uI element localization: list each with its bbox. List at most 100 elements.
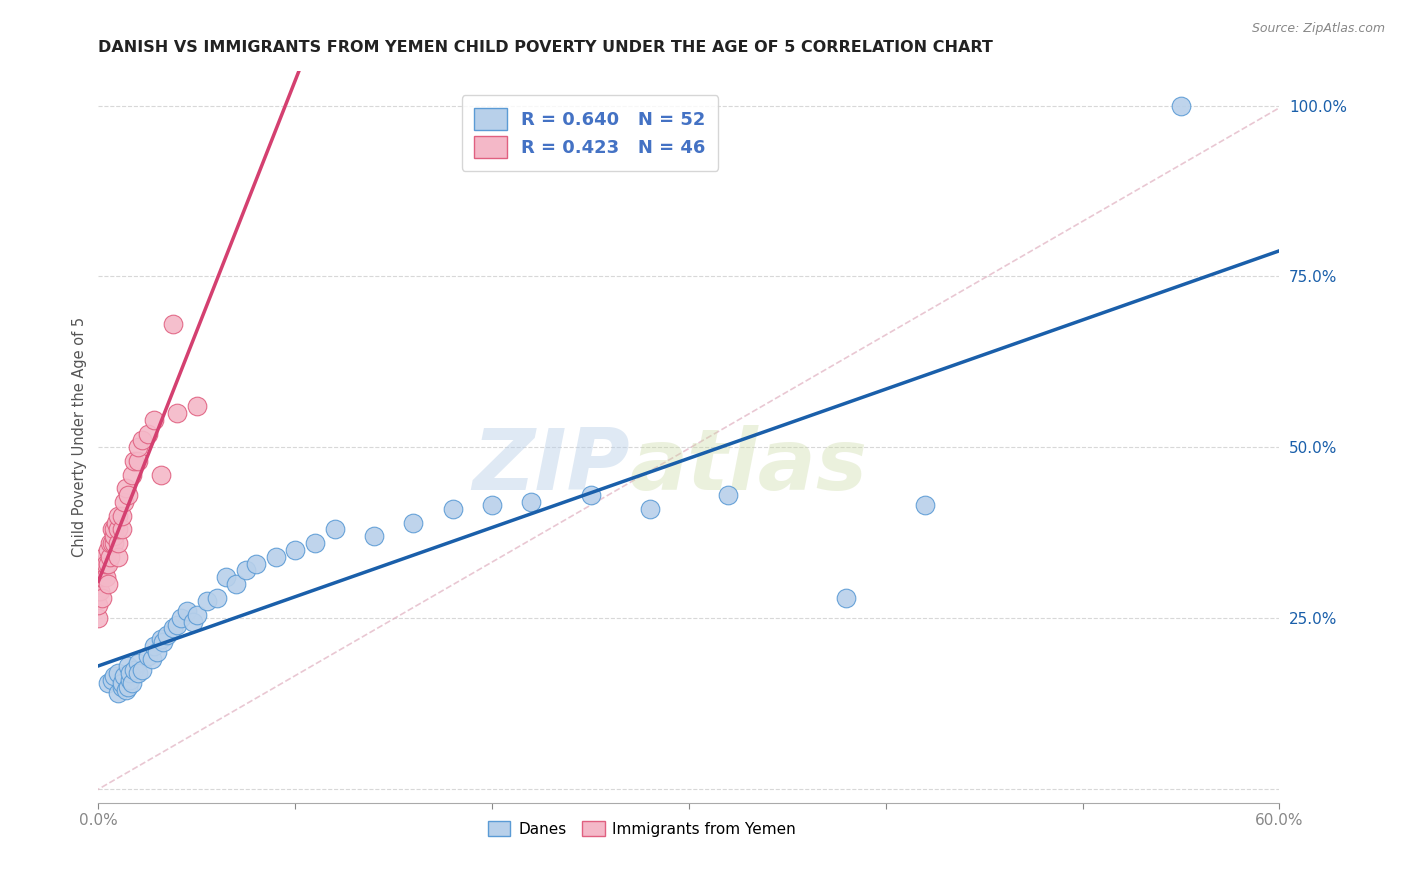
Point [107, 508, 129, 523]
Point [264, 549, 287, 564]
Point [205, 591, 228, 605]
Point [215, 570, 238, 584]
Point [91, 591, 114, 605]
Point [481, 499, 503, 513]
Point [115, 683, 138, 698]
Point [304, 536, 326, 550]
Point [127, 454, 149, 468]
Point [284, 542, 307, 557]
Point [105, 516, 128, 530]
Y-axis label: Child Poverty Under the Age of 5: Child Poverty Under the Age of 5 [72, 317, 87, 558]
Point [107, 686, 129, 700]
Point [579, 488, 602, 502]
Point [186, 607, 208, 622]
Point [91, 570, 114, 584]
Point [150, 467, 173, 482]
Point [121, 676, 143, 690]
Point [162, 622, 184, 636]
Point [520, 495, 543, 509]
Point [87, 583, 110, 598]
Point [142, 639, 165, 653]
Point [97, 542, 120, 557]
Point [101, 673, 124, 687]
Point [127, 440, 149, 454]
Point [195, 594, 218, 608]
Point [98, 536, 121, 550]
Point [117, 488, 139, 502]
Point [141, 652, 163, 666]
Point [150, 632, 173, 646]
Point [235, 563, 257, 577]
Point [112, 669, 135, 683]
Point [101, 522, 124, 536]
Point [87, 611, 110, 625]
Point [131, 663, 153, 677]
Point [166, 406, 188, 420]
Point [111, 522, 134, 536]
Point [101, 536, 124, 550]
Point [117, 680, 139, 694]
Text: DANISH VS IMMIGRANTS FROM YEMEN CHILD POVERTY UNDER THE AGE OF 5 CORRELATION CHA: DANISH VS IMMIGRANTS FROM YEMEN CHILD PO… [98, 40, 993, 55]
Point [117, 659, 139, 673]
Point [89, 583, 111, 598]
Point [111, 508, 134, 523]
Point [323, 522, 346, 536]
Point [127, 665, 149, 680]
Point [136, 426, 159, 441]
Point [87, 570, 110, 584]
Point [166, 618, 188, 632]
Point [118, 665, 141, 680]
Point [93, 563, 115, 577]
Point [103, 536, 125, 550]
Point [186, 400, 208, 414]
Point [122, 454, 145, 468]
Point [96, 557, 118, 571]
Point [112, 495, 135, 509]
Point [98, 549, 121, 564]
Point [156, 628, 179, 642]
Text: ZIP: ZIP [472, 425, 630, 508]
Point [245, 557, 267, 571]
Point [93, 557, 115, 571]
Point [170, 611, 193, 625]
Point [176, 604, 198, 618]
Point [121, 467, 143, 482]
Point [103, 522, 125, 536]
Point [1170, 98, 1192, 112]
Point [111, 680, 134, 694]
Point [131, 434, 153, 448]
Text: Source: ZipAtlas.com: Source: ZipAtlas.com [1251, 22, 1385, 36]
Point [93, 549, 115, 564]
Point [225, 577, 247, 591]
Point [97, 577, 120, 591]
Point [103, 669, 125, 683]
Point [107, 522, 129, 536]
Point [162, 318, 184, 332]
Point [87, 577, 110, 591]
Point [152, 635, 174, 649]
Point [97, 557, 120, 571]
Point [89, 570, 111, 584]
Point [441, 501, 464, 516]
Legend: Danes, Immigrants from Yemen: Danes, Immigrants from Yemen [481, 814, 801, 843]
Point [111, 676, 134, 690]
Point [118, 673, 141, 687]
Point [97, 676, 120, 690]
Point [717, 488, 740, 502]
Point [127, 656, 149, 670]
Point [638, 501, 661, 516]
Point [107, 665, 129, 680]
Point [91, 557, 114, 571]
Point [115, 481, 138, 495]
Point [402, 516, 425, 530]
Point [142, 413, 165, 427]
Point [136, 648, 159, 663]
Point [181, 615, 204, 629]
Point [914, 499, 936, 513]
Point [87, 598, 110, 612]
Point [96, 570, 118, 584]
Text: atlas: atlas [630, 425, 868, 508]
Point [107, 536, 129, 550]
Point [122, 663, 145, 677]
Point [146, 645, 169, 659]
